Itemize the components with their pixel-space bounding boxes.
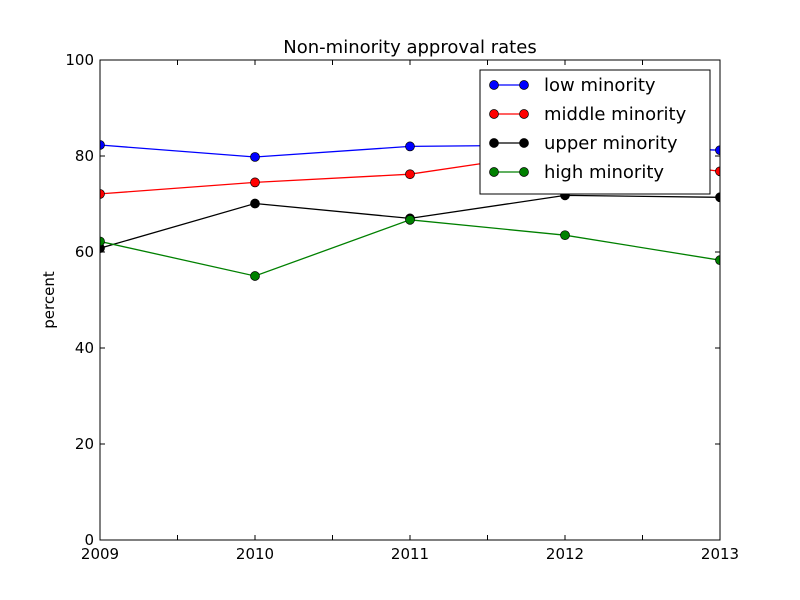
data-point-1-0 [100, 189, 105, 199]
legend-marker-2 [519, 138, 529, 148]
legend-marker-3 [519, 167, 529, 177]
y-tick-label: 40 [75, 339, 94, 357]
legend-marker-2 [489, 138, 499, 148]
legend-marker-1 [489, 109, 499, 119]
data-point-0-2 [405, 141, 415, 152]
y-tick-label: 60 [75, 243, 94, 261]
data-point-3-3 [560, 230, 570, 241]
x-tick-label: 2012 [546, 545, 584, 563]
x-tick-label: 2011 [391, 545, 429, 563]
data-point-3-0 [100, 236, 105, 247]
legend-marker-0 [519, 80, 529, 90]
data-point-0-1 [250, 152, 260, 162]
data-point-3-1 [250, 271, 260, 281]
legend-box [479, 69, 711, 195]
data-point-0-4 [715, 145, 720, 156]
series-line-3 [100, 219, 720, 277]
data-point-1-4 [715, 166, 720, 177]
legend-marker-0 [489, 80, 499, 90]
data-point-3-2 [405, 214, 415, 225]
data-point-2-1 [250, 198, 260, 209]
axis-ticks: 2009 2010 2011 2012 2013 0 20 40 60 80 100 [65, 51, 739, 563]
x-tick-label: 2009 [81, 545, 119, 563]
legend-label-0: low minority [544, 75, 656, 96]
y-tick-label: 0 [84, 531, 94, 549]
x-tick-label: 2010 [236, 545, 274, 563]
legend: low minority middle minority upper minorit… [479, 69, 711, 195]
data-point-2-4 [715, 192, 720, 203]
data-point-0-0 [100, 140, 105, 150]
data-point-1-2 [405, 169, 415, 180]
legend-marker-3 [489, 167, 499, 177]
y-tick-label: 100 [65, 51, 94, 69]
chart-title: Non-minority approval rates [283, 37, 536, 58]
y-tick-label: 20 [75, 435, 94, 453]
legend-label-1: middle minority [544, 104, 687, 125]
legend-label-2: upper minority [544, 133, 678, 154]
data-point-1-1 [250, 177, 260, 188]
data-point-3-4 [715, 255, 720, 266]
y-tick-label: 80 [75, 147, 94, 165]
y-axis-label: percent [40, 271, 58, 329]
legend-marker-1 [519, 109, 529, 119]
x-tick-label: 2013 [701, 545, 739, 563]
legend-label-3: high minority [544, 162, 664, 183]
